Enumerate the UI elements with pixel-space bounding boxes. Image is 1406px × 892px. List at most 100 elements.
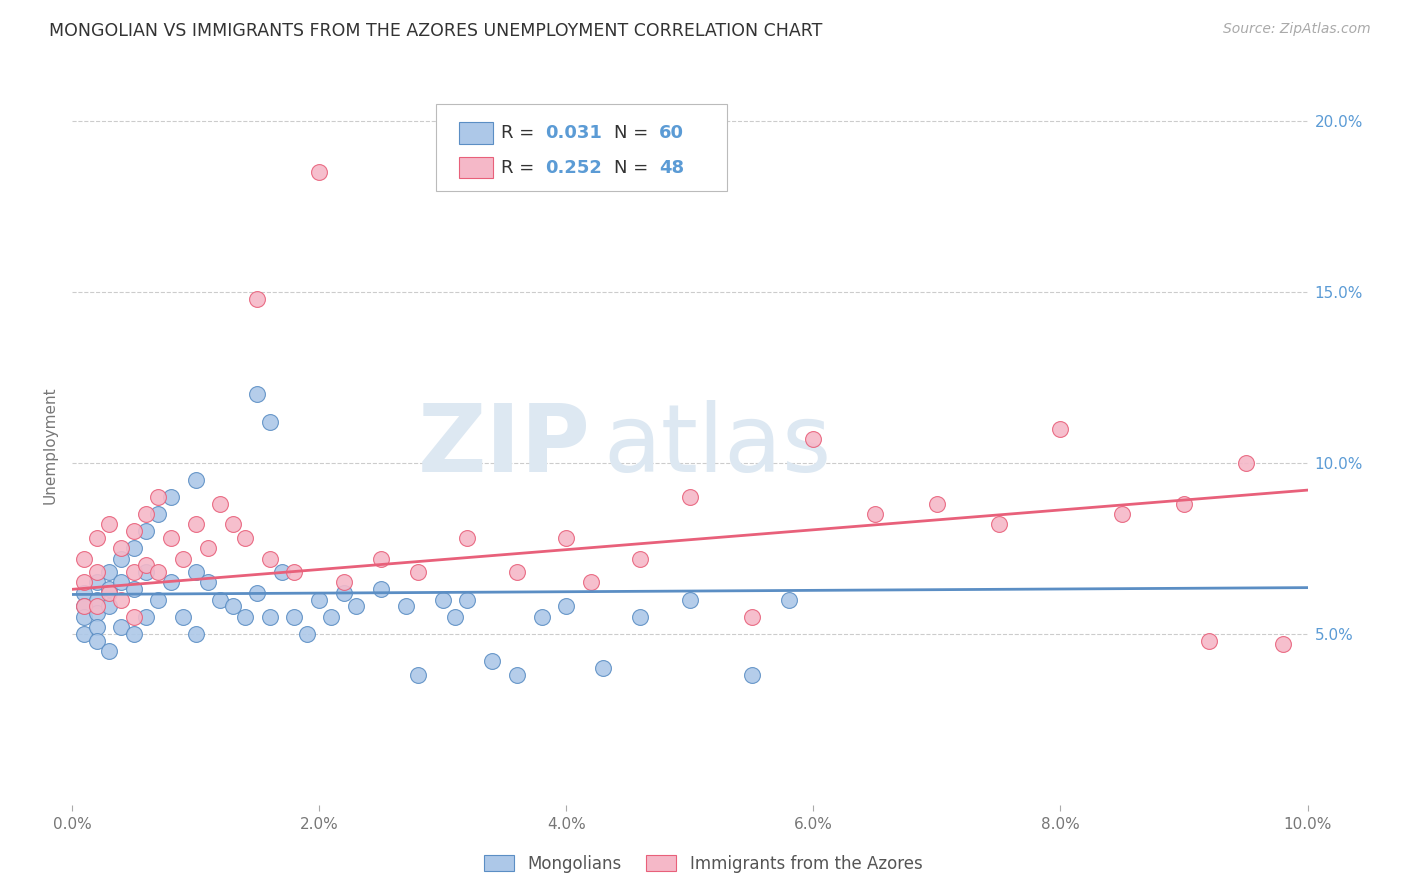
Text: R =: R = — [501, 124, 540, 142]
Point — [741, 609, 763, 624]
Point — [209, 592, 232, 607]
Point — [148, 592, 170, 607]
Point — [135, 507, 157, 521]
Text: N =: N = — [614, 159, 654, 177]
Point — [628, 609, 651, 624]
Point — [456, 531, 478, 545]
Text: ZIP: ZIP — [418, 400, 591, 491]
Text: N =: N = — [614, 124, 654, 142]
Point — [73, 599, 96, 614]
Point — [86, 566, 108, 580]
Point — [481, 654, 503, 668]
Point — [73, 586, 96, 600]
Point — [86, 620, 108, 634]
Point — [259, 551, 281, 566]
Point — [444, 609, 467, 624]
Point — [135, 524, 157, 538]
Point — [1234, 456, 1257, 470]
Point — [86, 575, 108, 590]
Point — [122, 524, 145, 538]
Point — [86, 633, 108, 648]
Point — [122, 582, 145, 597]
Point — [172, 551, 194, 566]
Point — [122, 627, 145, 641]
Point — [197, 541, 219, 556]
Point — [308, 592, 330, 607]
Point — [98, 566, 121, 580]
Point — [506, 566, 529, 580]
Point — [110, 575, 132, 590]
Point — [160, 490, 183, 504]
Point — [741, 668, 763, 682]
Y-axis label: Unemployment: Unemployment — [44, 387, 58, 505]
Point — [135, 558, 157, 573]
Text: 0.252: 0.252 — [546, 159, 602, 177]
Point — [1049, 421, 1071, 435]
Point — [1198, 633, 1220, 648]
Point — [122, 541, 145, 556]
Point — [233, 531, 256, 545]
Point — [432, 592, 454, 607]
Point — [221, 517, 243, 532]
Point — [246, 586, 269, 600]
Point — [148, 490, 170, 504]
Point — [110, 541, 132, 556]
Point — [221, 599, 243, 614]
Point — [295, 627, 318, 641]
Point — [110, 620, 132, 634]
Text: 60: 60 — [659, 124, 683, 142]
Point — [530, 609, 553, 624]
Point — [233, 609, 256, 624]
Point — [592, 661, 614, 675]
Point — [1111, 507, 1133, 521]
Point — [184, 627, 207, 641]
Point — [160, 531, 183, 545]
Point — [160, 575, 183, 590]
Point — [259, 415, 281, 429]
Text: 0.031: 0.031 — [546, 124, 602, 142]
Point — [246, 387, 269, 401]
Point — [406, 566, 429, 580]
FancyBboxPatch shape — [458, 157, 494, 178]
Point — [394, 599, 416, 614]
Point — [148, 507, 170, 521]
Point — [925, 497, 948, 511]
Point — [122, 609, 145, 624]
Text: atlas: atlas — [603, 400, 831, 491]
Point — [801, 432, 824, 446]
Point — [555, 599, 578, 614]
Point — [1173, 497, 1195, 511]
Point — [135, 609, 157, 624]
Point — [406, 668, 429, 682]
Point — [98, 644, 121, 658]
Point — [679, 490, 702, 504]
Point — [863, 507, 886, 521]
Point — [555, 531, 578, 545]
Point — [271, 566, 294, 580]
Point — [370, 551, 392, 566]
Point — [135, 566, 157, 580]
Text: R =: R = — [501, 159, 540, 177]
Point — [308, 165, 330, 179]
Point — [172, 609, 194, 624]
Text: 48: 48 — [659, 159, 685, 177]
FancyBboxPatch shape — [458, 122, 494, 144]
Point — [184, 566, 207, 580]
Point — [98, 586, 121, 600]
Point — [628, 551, 651, 566]
Point — [73, 551, 96, 566]
Point — [73, 609, 96, 624]
Point — [579, 575, 602, 590]
Point — [333, 575, 356, 590]
Point — [344, 599, 367, 614]
Point — [679, 592, 702, 607]
Point — [321, 609, 343, 624]
Point — [73, 599, 96, 614]
FancyBboxPatch shape — [436, 104, 727, 191]
Point — [73, 627, 96, 641]
Point — [148, 566, 170, 580]
Point — [86, 592, 108, 607]
Point — [1271, 637, 1294, 651]
Point — [209, 497, 232, 511]
Point — [456, 592, 478, 607]
